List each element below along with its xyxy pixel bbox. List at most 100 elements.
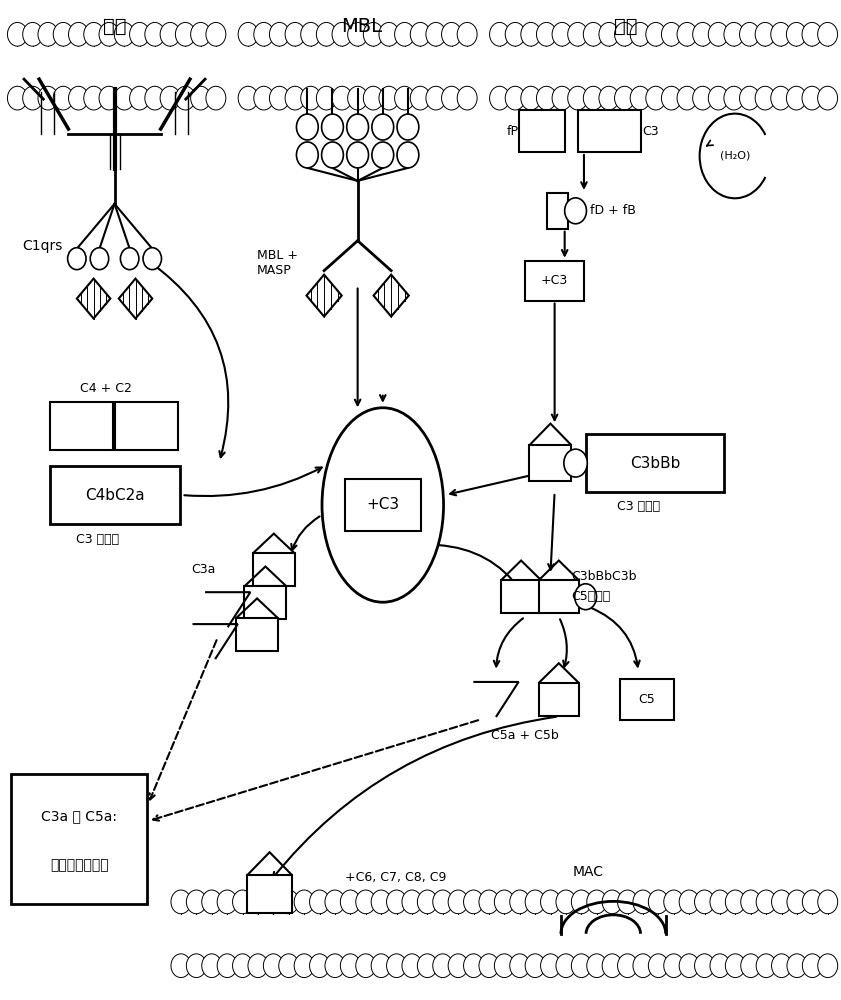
Text: C3 转化酶: C3 转化酶 <box>77 533 119 546</box>
Circle shape <box>38 22 58 46</box>
Circle shape <box>802 890 822 914</box>
Circle shape <box>332 22 352 46</box>
Circle shape <box>309 890 330 914</box>
Text: C4 + C2: C4 + C2 <box>80 382 132 395</box>
Circle shape <box>537 22 557 46</box>
Circle shape <box>537 86 557 110</box>
Circle shape <box>525 890 545 914</box>
Circle shape <box>571 954 591 978</box>
Circle shape <box>171 890 191 914</box>
Circle shape <box>417 890 437 914</box>
Circle shape <box>99 22 119 46</box>
Circle shape <box>633 954 653 978</box>
Circle shape <box>372 142 394 168</box>
Circle shape <box>602 954 622 978</box>
Circle shape <box>771 22 791 46</box>
Circle shape <box>802 86 822 110</box>
Circle shape <box>346 142 368 168</box>
Text: C1qrs: C1qrs <box>23 239 63 253</box>
Circle shape <box>294 954 314 978</box>
Circle shape <box>568 22 588 46</box>
Circle shape <box>680 954 699 978</box>
Circle shape <box>202 954 222 978</box>
Circle shape <box>202 890 222 914</box>
Circle shape <box>332 86 352 110</box>
Circle shape <box>325 890 345 914</box>
Circle shape <box>648 890 669 914</box>
Circle shape <box>387 890 406 914</box>
Circle shape <box>206 86 226 110</box>
Circle shape <box>285 22 305 46</box>
Circle shape <box>143 248 161 270</box>
Circle shape <box>269 86 289 110</box>
Circle shape <box>379 86 399 110</box>
Circle shape <box>410 86 431 110</box>
Circle shape <box>217 890 237 914</box>
Circle shape <box>120 248 139 270</box>
Circle shape <box>278 954 299 978</box>
Circle shape <box>187 954 206 978</box>
Circle shape <box>248 890 268 914</box>
Circle shape <box>402 890 422 914</box>
Circle shape <box>510 890 530 914</box>
Bar <box>345 479 420 531</box>
Text: +C3: +C3 <box>366 497 399 512</box>
Circle shape <box>568 86 588 110</box>
Circle shape <box>725 954 745 978</box>
Circle shape <box>552 22 572 46</box>
Circle shape <box>23 86 43 110</box>
Circle shape <box>479 954 499 978</box>
Circle shape <box>294 890 314 914</box>
Text: C3a 和 C5a:: C3a 和 C5a: <box>41 809 118 823</box>
Circle shape <box>661 22 681 46</box>
Circle shape <box>817 890 838 914</box>
Circle shape <box>817 954 838 978</box>
Bar <box>253 553 294 586</box>
Circle shape <box>489 22 510 46</box>
Circle shape <box>171 954 191 978</box>
Text: MASP: MASP <box>257 264 292 277</box>
Text: MBL: MBL <box>341 17 383 36</box>
Circle shape <box>599 22 619 46</box>
Circle shape <box>479 890 499 914</box>
Text: fP: fP <box>506 125 519 138</box>
Text: MBL +: MBL + <box>257 249 298 262</box>
Circle shape <box>633 890 653 914</box>
Circle shape <box>160 86 180 110</box>
Circle shape <box>191 22 210 46</box>
Circle shape <box>23 22 43 46</box>
Circle shape <box>356 954 376 978</box>
Polygon shape <box>306 275 341 317</box>
Circle shape <box>787 890 807 914</box>
Text: (H₂O): (H₂O) <box>720 151 750 161</box>
Circle shape <box>321 114 343 140</box>
Circle shape <box>341 890 360 914</box>
Circle shape <box>787 954 807 978</box>
Circle shape <box>397 142 419 168</box>
Circle shape <box>160 22 180 46</box>
Circle shape <box>708 22 728 46</box>
Circle shape <box>145 22 165 46</box>
Circle shape <box>489 86 510 110</box>
Circle shape <box>397 114 419 140</box>
Circle shape <box>99 86 119 110</box>
Circle shape <box>248 954 268 978</box>
Circle shape <box>176 86 195 110</box>
Circle shape <box>402 954 422 978</box>
Circle shape <box>410 22 431 46</box>
Circle shape <box>114 86 135 110</box>
Circle shape <box>84 86 103 110</box>
Circle shape <box>130 86 150 110</box>
Circle shape <box>739 86 759 110</box>
Circle shape <box>724 86 743 110</box>
Text: 炎症化学引诱剂: 炎症化学引诱剂 <box>50 858 108 872</box>
Circle shape <box>458 86 477 110</box>
Circle shape <box>710 954 730 978</box>
Circle shape <box>301 86 320 110</box>
Bar <box>530 445 571 481</box>
Circle shape <box>53 22 73 46</box>
Circle shape <box>394 86 415 110</box>
Circle shape <box>786 86 807 110</box>
Circle shape <box>741 954 761 978</box>
Circle shape <box>755 22 775 46</box>
